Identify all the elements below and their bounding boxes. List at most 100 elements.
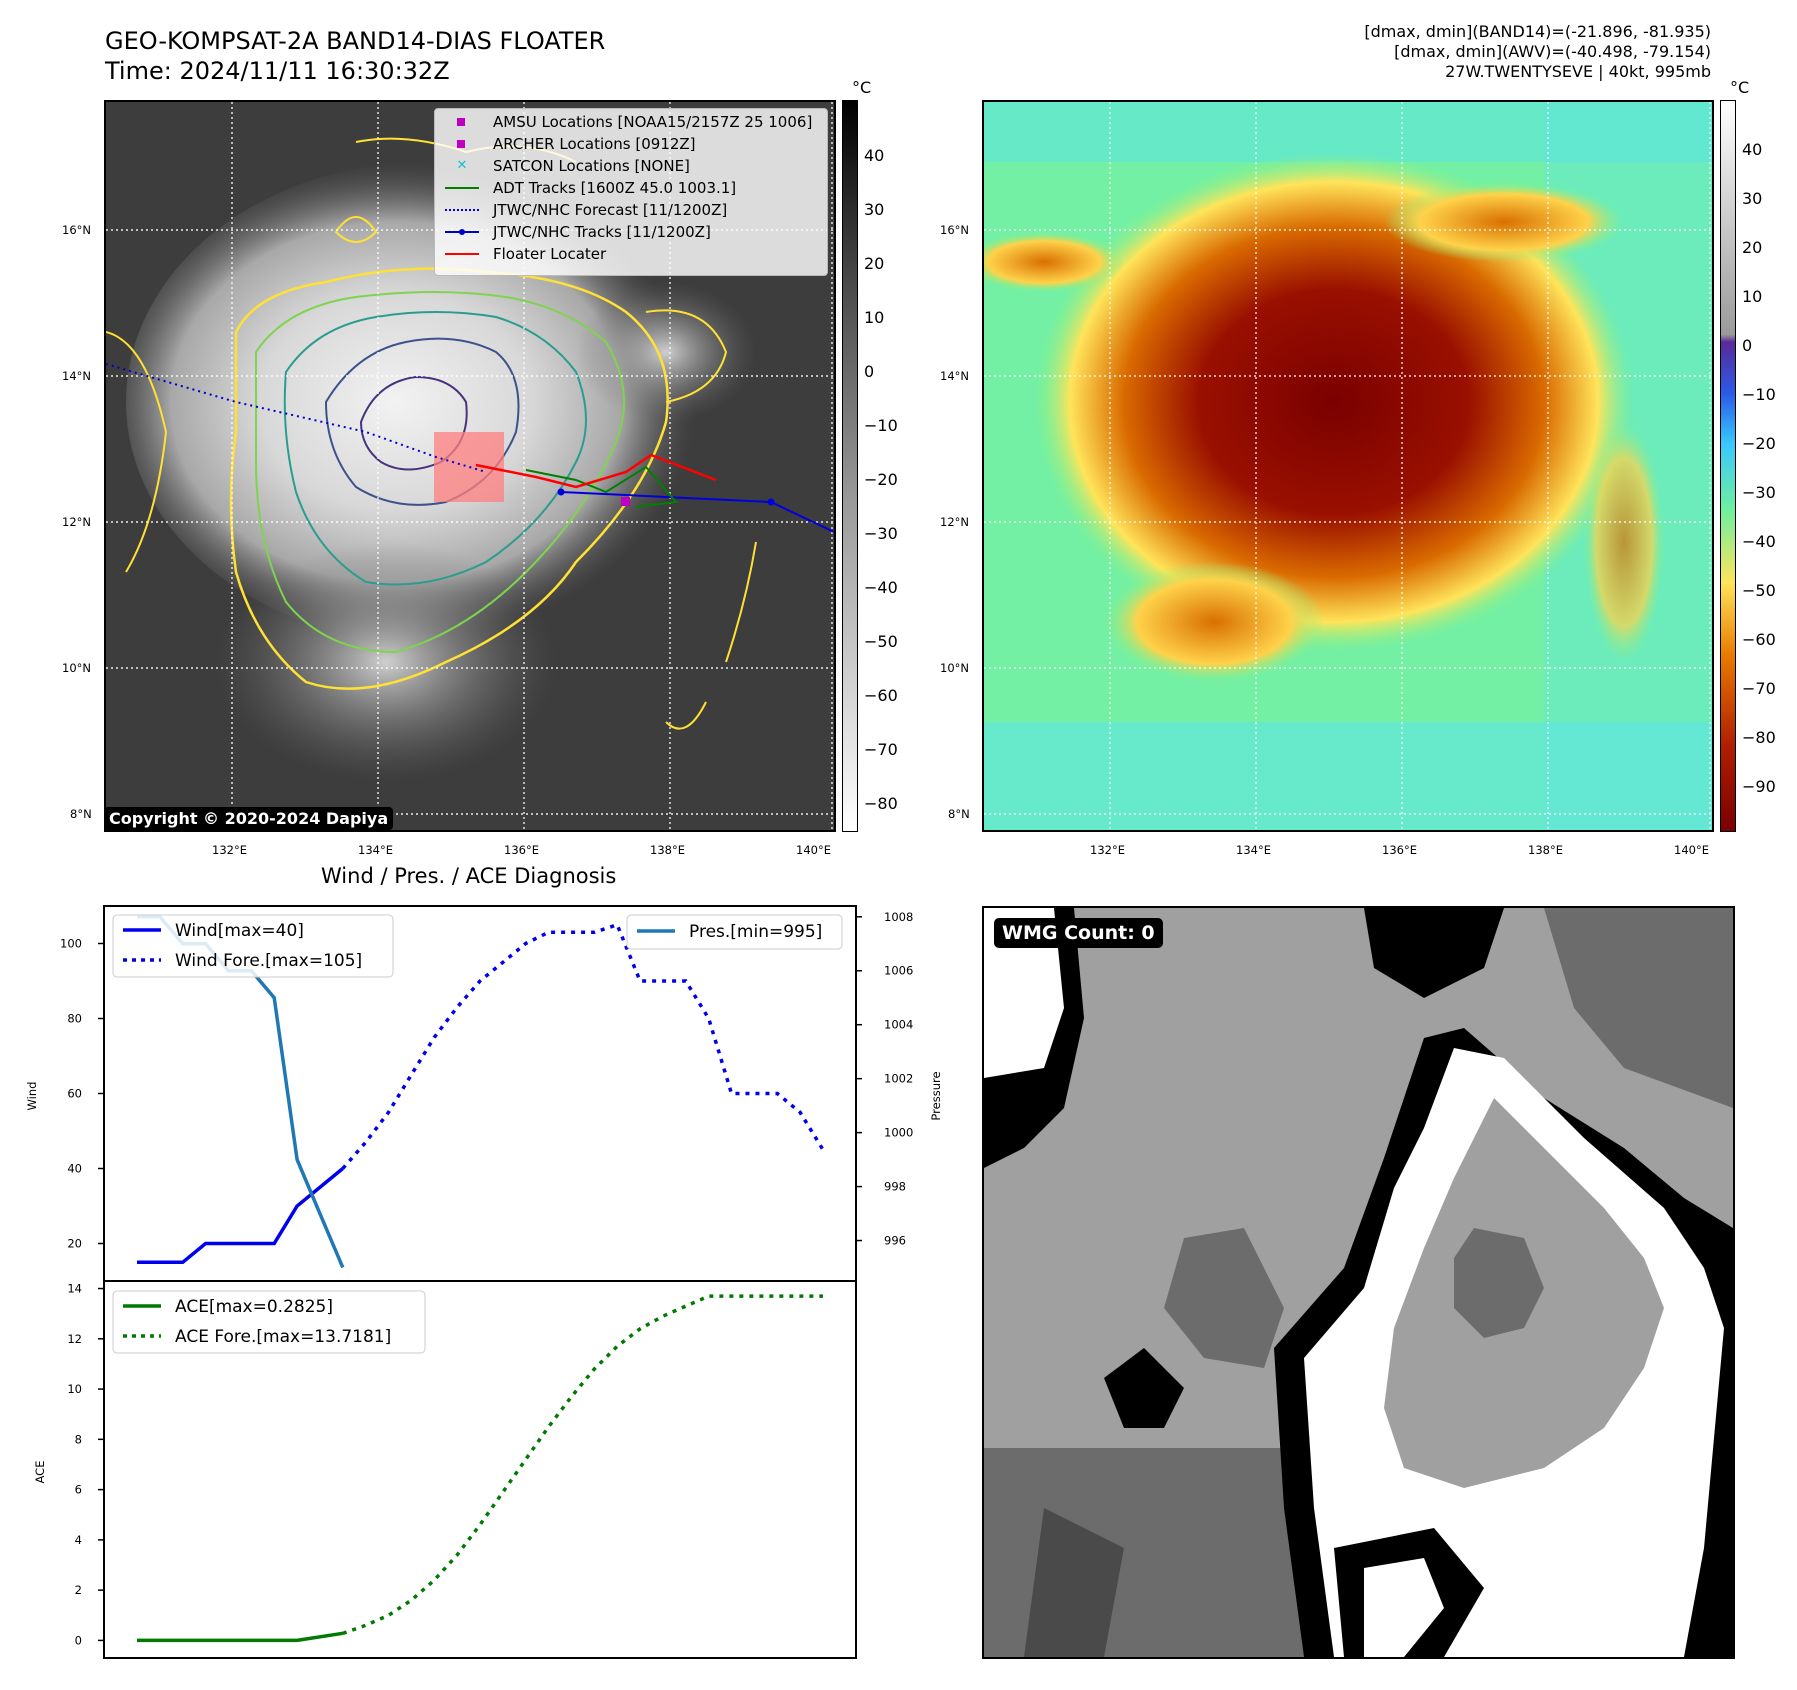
- lon-tick: 134°E: [358, 843, 393, 857]
- colorbar-left-tick: −70: [864, 740, 898, 759]
- lat-tick: 12°N: [62, 515, 91, 529]
- wmg-panel[interactable]: [982, 906, 1735, 1659]
- lat-tick: 8°N: [70, 807, 92, 821]
- square-marker-icon: [445, 137, 479, 151]
- wind-tick-label: 80: [67, 1012, 82, 1026]
- colorbar-right: [1720, 100, 1736, 832]
- legend-item-floater: Floater Locater: [445, 243, 606, 265]
- lon-tick: 138°E: [1528, 843, 1563, 857]
- colorbar-right-tick: −10: [1742, 385, 1776, 404]
- colorbar-left-tick: −60: [864, 686, 898, 705]
- title-line-2: Time: 2024/11/11 16:30:32Z: [105, 57, 450, 85]
- colorbar-right-tick: −40: [1742, 532, 1776, 551]
- lat-tick: 10°N: [940, 661, 969, 675]
- awv-map-panel[interactable]: [982, 100, 1714, 832]
- ace-tick-label: 10: [67, 1382, 82, 1396]
- pressure-axis-label: Pressure: [929, 1071, 943, 1120]
- ace-axes-frame: [103, 1280, 857, 1659]
- copyright-badge: Copyright © 2020-2024 Dapiya: [104, 807, 394, 830]
- line-dot-icon: [445, 225, 479, 239]
- lat-tick: 14°N: [940, 369, 969, 383]
- lon-tick: 134°E: [1236, 843, 1271, 857]
- ace-tick-label: 8: [75, 1432, 82, 1446]
- ace-tick-label: 2: [75, 1583, 82, 1597]
- legend-item-jtwc-tracks: JTWC/NHC Tracks [11/1200Z]: [445, 221, 711, 243]
- diagnosis-title: Wind / Pres. / ACE Diagnosis: [321, 864, 617, 888]
- colorbar-left-tick: 40: [864, 146, 885, 165]
- square-marker-icon: [445, 115, 479, 129]
- colorbar-left-tick: −80: [864, 794, 898, 813]
- wind-tick-label: 20: [67, 1237, 82, 1251]
- legend-item-adt: ADT Tracks [1600Z 45.0 1003.1]: [445, 177, 736, 199]
- legend-item-jtwc-forecast: JTWC/NHC Forecast [11/1200Z]: [445, 199, 727, 221]
- title-line-1: GEO-KOMPSAT-2A BAND14-DIAS FLOATER: [105, 27, 606, 55]
- legend-item-satcon: ✕ SATCON Locations [NONE]: [445, 155, 690, 177]
- wind-forecast-line: [341, 922, 825, 1170]
- wind-tick-label: 100: [60, 937, 82, 951]
- pressure-tick-label: 998: [884, 1180, 906, 1194]
- colorbar-right-tick: 40: [1742, 140, 1763, 159]
- legend-wind-forecast: Wind Fore.[max=105]: [175, 951, 362, 971]
- colorbar-right-tick: −60: [1742, 630, 1776, 649]
- colorbar-left-tick: −50: [864, 632, 898, 651]
- lat-tick: 8°N: [948, 807, 970, 821]
- map-legend: AMSU Locations [NOAA15/2157Z 25 1006] AR…: [434, 108, 828, 276]
- stats-line-1: [dmax, dmin](BAND14)=(-21.896, -81.935): [1364, 22, 1711, 41]
- lon-tick: 132°E: [212, 843, 247, 857]
- dotted-line-icon: [445, 203, 479, 217]
- colorbar-left-tick: 30: [864, 200, 885, 219]
- colorbar-right-tick: 20: [1742, 238, 1763, 257]
- lon-tick: 140°E: [1674, 843, 1709, 857]
- colorbar-right-tick: −90: [1742, 777, 1776, 796]
- pressure-tick-label: 1006: [884, 964, 913, 978]
- colorbar-right-tick: 0: [1742, 336, 1753, 355]
- ace-tick-label: 14: [67, 1282, 82, 1296]
- lon-tick: 140°E: [796, 843, 831, 857]
- legend-item-amsu: AMSU Locations [NOAA15/2157Z 25 1006]: [445, 111, 812, 133]
- stats-title: [dmax, dmin](BAND14)=(-21.896, -81.935) …: [1364, 22, 1711, 82]
- wind-line: [137, 1167, 344, 1265]
- colorbar-left-tick: 10: [864, 308, 885, 327]
- colorbar-left-tick: 0: [864, 362, 875, 381]
- colorbar-right-tick: −50: [1742, 581, 1776, 600]
- colorbar-left-tick: 20: [864, 254, 885, 273]
- colorbar-right-tick: −70: [1742, 679, 1776, 698]
- legend-ace-forecast: ACE Fore.[max=13.7181]: [175, 1327, 391, 1347]
- ace-axis-label: ACE: [33, 1461, 47, 1484]
- wind-axis-label: Wind: [25, 1082, 39, 1111]
- wmg-image: [984, 908, 1733, 1657]
- colorbar-right-unit: °C: [1730, 78, 1750, 97]
- legend-item-archer: ARCHER Locations [0912Z]: [445, 133, 696, 155]
- line-marker-icon: [445, 247, 479, 261]
- awv-map-image: [984, 102, 1712, 830]
- pressure-tick-label: 1002: [884, 1072, 913, 1086]
- ace-legend: ACE[max=0.2825] ACE Fore.[max=13.7181]: [112, 1290, 426, 1354]
- colorbar-right-tick: 30: [1742, 189, 1763, 208]
- wmg-count-text: WMG Count: 0: [1002, 922, 1155, 944]
- colorbar-right-tick: −80: [1742, 728, 1776, 747]
- pressure-tick-label: 1008: [884, 910, 913, 924]
- lat-tick: 16°N: [940, 223, 969, 237]
- ace-tick-label: 4: [75, 1533, 82, 1547]
- ace-line: [137, 1631, 344, 1643]
- colorbar-left-unit: °C: [852, 78, 872, 97]
- lat-tick: 10°N: [62, 661, 91, 675]
- legend-pressure: Pres.[min=995]: [689, 922, 822, 942]
- map-title: GEO-KOMPSAT-2A BAND14-DIAS FLOATER Time:…: [105, 26, 605, 86]
- lat-tick: 12°N: [940, 515, 969, 529]
- wind-tick-label: 60: [67, 1087, 82, 1101]
- lat-tick: 14°N: [62, 369, 91, 383]
- ace-tick-label: 0: [75, 1633, 82, 1647]
- colorbar-left: [842, 100, 858, 832]
- lon-tick: 136°E: [1382, 843, 1417, 857]
- colorbar-left-tick: −40: [864, 578, 898, 597]
- lon-tick: 138°E: [650, 843, 685, 857]
- colorbar-left-tick: −20: [864, 470, 898, 489]
- stats-line-2: [dmax, dmin](AWV)=(-40.498, -79.154): [1394, 42, 1711, 61]
- colorbar-right-tick: −20: [1742, 434, 1776, 453]
- legend-wind: Wind[max=40]: [175, 921, 304, 941]
- colorbar-left-tick: −10: [864, 416, 898, 435]
- x-marker-icon: ✕: [456, 158, 468, 173]
- colorbar-left-tick: −30: [864, 524, 898, 543]
